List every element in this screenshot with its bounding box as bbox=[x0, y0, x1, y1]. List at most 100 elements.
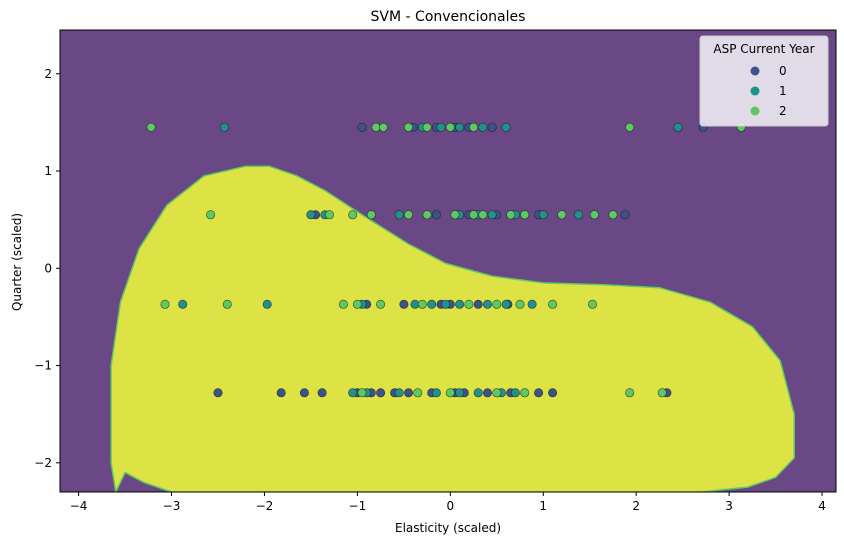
data-point bbox=[538, 210, 548, 220]
data-point bbox=[357, 388, 367, 398]
data-point bbox=[557, 210, 567, 220]
data-point bbox=[482, 388, 492, 398]
data-point bbox=[506, 210, 516, 220]
data-point bbox=[213, 388, 223, 398]
data-point bbox=[625, 122, 635, 132]
legend: ASP Current Year 0 1 2 bbox=[699, 35, 829, 127]
x-axis-label: Elasticity (scaled) bbox=[395, 521, 501, 535]
data-point bbox=[422, 122, 432, 132]
data-point bbox=[548, 388, 558, 398]
y-tick-label: 0 bbox=[44, 261, 52, 275]
data-point bbox=[317, 388, 327, 398]
data-point bbox=[548, 299, 558, 309]
x-tick-label: 3 bbox=[725, 499, 733, 513]
axes-frame bbox=[59, 29, 837, 493]
data-point bbox=[306, 210, 316, 220]
data-point bbox=[399, 299, 409, 309]
x-tick-label: 1 bbox=[539, 499, 547, 513]
data-point bbox=[625, 388, 635, 398]
data-point bbox=[455, 122, 465, 132]
data-point bbox=[403, 122, 413, 132]
decision-region bbox=[110, 165, 795, 492]
data-point bbox=[445, 122, 455, 132]
data-point bbox=[348, 388, 358, 398]
x-tick-label: 4 bbox=[818, 499, 826, 513]
chart-title: SVM - Convencionales bbox=[371, 9, 526, 25]
x-tick-label: −1 bbox=[349, 499, 367, 513]
data-point bbox=[574, 210, 584, 220]
data-point bbox=[487, 122, 497, 132]
y-axis-label: Quarter (scaled) bbox=[10, 213, 24, 311]
data-point bbox=[422, 210, 432, 220]
y-tick-label: 1 bbox=[44, 164, 52, 178]
legend-label: 2 bbox=[779, 104, 787, 118]
legend-label: 1 bbox=[779, 84, 787, 98]
data-point bbox=[473, 388, 483, 398]
axis-ticks: −4 −3 −2 −1 0 1 2 3 4 −2 −1 0 1 2 bbox=[34, 67, 826, 513]
legend-title: ASP Current Year bbox=[713, 42, 814, 56]
data-point bbox=[478, 210, 488, 220]
data-point bbox=[357, 122, 367, 132]
data-point bbox=[589, 210, 599, 220]
data-point bbox=[417, 299, 427, 309]
data-point bbox=[464, 299, 474, 309]
data-point bbox=[222, 299, 232, 309]
legend-marker bbox=[750, 106, 760, 116]
data-point bbox=[378, 122, 388, 132]
series-2 bbox=[146, 122, 746, 398]
x-tick-label: −3 bbox=[163, 499, 181, 513]
data-point bbox=[520, 210, 530, 220]
data-point bbox=[608, 210, 618, 220]
data-point bbox=[403, 210, 413, 220]
x-tick-label: −2 bbox=[256, 499, 274, 513]
data-point bbox=[366, 210, 376, 220]
data-point bbox=[324, 210, 334, 220]
data-point bbox=[427, 299, 437, 309]
data-point bbox=[276, 388, 286, 398]
data-point bbox=[520, 388, 530, 398]
data-point bbox=[450, 210, 460, 220]
y-tick-label: 2 bbox=[44, 67, 52, 81]
y-tick-label: −1 bbox=[34, 359, 52, 373]
data-point bbox=[431, 388, 441, 398]
data-point bbox=[657, 388, 667, 398]
legend-box bbox=[699, 35, 829, 127]
data-point bbox=[220, 122, 230, 132]
data-point bbox=[146, 122, 156, 132]
data-point bbox=[338, 299, 348, 309]
data-point bbox=[394, 388, 404, 398]
data-point bbox=[206, 210, 216, 220]
x-tick-label: −4 bbox=[70, 499, 88, 513]
legend-marker bbox=[750, 66, 760, 76]
data-point bbox=[376, 299, 386, 309]
data-point bbox=[501, 122, 511, 132]
data-point bbox=[178, 299, 188, 309]
data-point bbox=[262, 299, 272, 309]
data-point bbox=[469, 210, 479, 220]
legend-marker bbox=[750, 86, 760, 96]
data-point bbox=[673, 122, 683, 132]
data-point bbox=[413, 388, 423, 398]
x-tick-label: 2 bbox=[632, 499, 640, 513]
data-point bbox=[515, 299, 525, 309]
data-point bbox=[441, 299, 451, 309]
data-point bbox=[587, 299, 597, 309]
data-point bbox=[620, 210, 630, 220]
data-point bbox=[534, 388, 544, 398]
data-point bbox=[473, 299, 483, 309]
data-point bbox=[455, 299, 465, 309]
data-point bbox=[501, 299, 511, 309]
data-point bbox=[299, 388, 309, 398]
data-point bbox=[376, 388, 386, 398]
data-point bbox=[348, 210, 358, 220]
data-point bbox=[482, 299, 492, 309]
legend-label: 0 bbox=[779, 64, 787, 78]
data-point bbox=[510, 388, 520, 398]
data-point bbox=[352, 299, 362, 309]
data-point bbox=[492, 388, 502, 398]
data-point bbox=[445, 388, 455, 398]
y-tick-label: −2 bbox=[34, 456, 52, 470]
data-point bbox=[469, 122, 479, 132]
